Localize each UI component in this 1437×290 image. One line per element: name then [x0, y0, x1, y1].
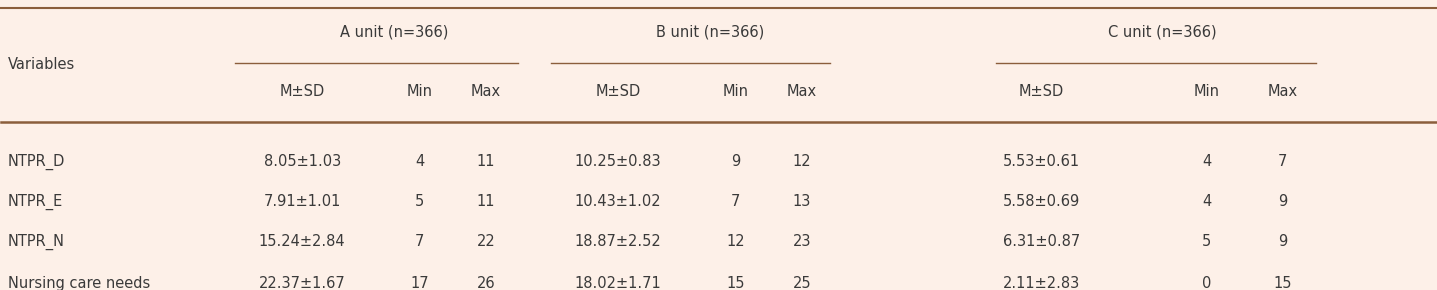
Text: 4: 4: [1201, 194, 1211, 209]
Text: 6.31±0.87: 6.31±0.87: [1003, 234, 1081, 249]
Text: 22.37±1.67: 22.37±1.67: [259, 276, 345, 290]
Text: 7.91±1.01: 7.91±1.01: [263, 194, 341, 209]
Text: 8.05±1.03: 8.05±1.03: [263, 154, 341, 169]
Text: Nursing care needs: Nursing care needs: [7, 276, 149, 290]
Text: 4: 4: [415, 154, 424, 169]
Text: 5.53±0.61: 5.53±0.61: [1003, 154, 1081, 169]
Text: Max: Max: [786, 84, 816, 99]
Text: B unit (n=366): B unit (n=366): [655, 25, 764, 40]
Text: 10.43±1.02: 10.43±1.02: [575, 194, 661, 209]
Text: 23: 23: [793, 234, 810, 249]
Text: Max: Max: [471, 84, 502, 99]
Text: 5.58±0.69: 5.58±0.69: [1003, 194, 1081, 209]
Text: 4: 4: [1201, 154, 1211, 169]
Text: M±SD: M±SD: [595, 84, 641, 99]
Text: 12: 12: [727, 234, 744, 249]
Text: 18.87±2.52: 18.87±2.52: [575, 234, 661, 249]
Text: M±SD: M±SD: [280, 84, 325, 99]
Text: 17: 17: [411, 276, 430, 290]
Text: 9: 9: [1277, 194, 1288, 209]
Text: 7: 7: [731, 194, 740, 209]
Text: 26: 26: [477, 276, 496, 290]
Text: NTPR_E: NTPR_E: [7, 194, 63, 210]
Text: Variables: Variables: [7, 57, 75, 72]
Text: 12: 12: [792, 154, 810, 169]
Text: Max: Max: [1267, 84, 1298, 99]
Text: 9: 9: [1277, 234, 1288, 249]
Text: C unit (n=366): C unit (n=366): [1108, 25, 1216, 40]
Text: Min: Min: [407, 84, 433, 99]
Text: 5: 5: [1201, 234, 1211, 249]
Text: A unit (n=366): A unit (n=366): [341, 25, 448, 40]
Text: NTPR_N: NTPR_N: [7, 234, 65, 250]
Text: Min: Min: [723, 84, 749, 99]
Text: 11: 11: [477, 154, 496, 169]
Text: M±SD: M±SD: [1019, 84, 1065, 99]
Text: 15.24±2.84: 15.24±2.84: [259, 234, 345, 249]
Text: 5: 5: [415, 194, 424, 209]
Text: 7: 7: [1277, 154, 1288, 169]
Text: NTPR_D: NTPR_D: [7, 154, 65, 170]
Text: 15: 15: [727, 276, 744, 290]
Text: Min: Min: [1194, 84, 1220, 99]
Text: 25: 25: [792, 276, 810, 290]
Text: 7: 7: [415, 234, 424, 249]
Text: 0: 0: [1201, 276, 1211, 290]
Text: 15: 15: [1273, 276, 1292, 290]
Text: 18.02±1.71: 18.02±1.71: [575, 276, 661, 290]
Text: 22: 22: [477, 234, 496, 249]
Text: 2.11±2.83: 2.11±2.83: [1003, 276, 1081, 290]
Text: 13: 13: [793, 194, 810, 209]
Text: 9: 9: [731, 154, 740, 169]
Text: 11: 11: [477, 194, 496, 209]
Text: 10.25±0.83: 10.25±0.83: [575, 154, 661, 169]
